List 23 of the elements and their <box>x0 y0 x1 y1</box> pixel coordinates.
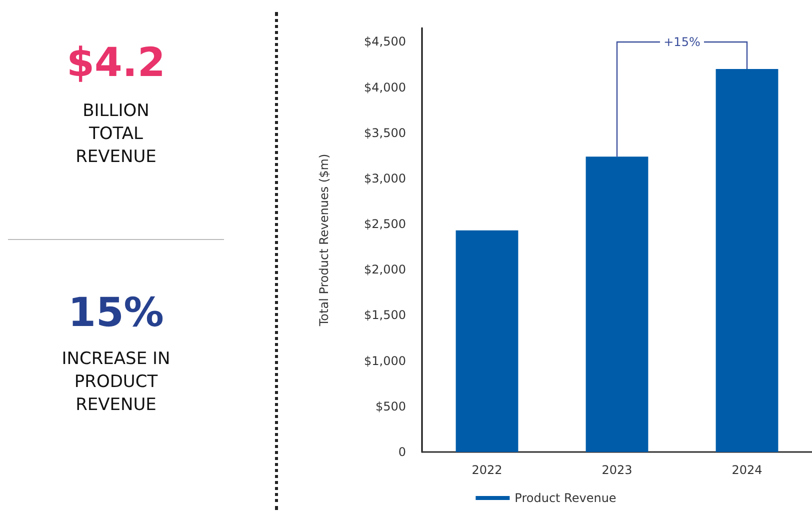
y-tick-label: 0 <box>398 445 406 459</box>
y-tick-label: $3,000 <box>364 171 406 186</box>
y-tick-label: $500 <box>375 399 406 414</box>
x-tick-label: 2022 <box>472 463 502 477</box>
y-tick-label: $1,000 <box>364 354 406 368</box>
text: 15% <box>67 290 165 336</box>
y-tick-label: $2,500 <box>364 217 406 232</box>
y-axis-title: Total Product Revenues ($m) <box>317 154 331 328</box>
y-tick-label: $2,000 <box>364 262 406 277</box>
bar <box>586 156 648 452</box>
text: INCREASE IN PRODUCT REVENUE <box>61 348 171 417</box>
y-tick-label: $4,000 <box>364 80 406 94</box>
x-tick-label: 2024 <box>732 463 762 477</box>
y-tick-label: $4,500 <box>364 34 406 49</box>
text: $4.2 <box>66 40 166 86</box>
legend-label: Product Revenue <box>514 491 616 505</box>
annotation: +15% <box>664 35 700 49</box>
bar <box>716 69 778 452</box>
text: BILLION TOTAL REVENUE <box>74 100 158 169</box>
bar <box>456 230 518 452</box>
x-tick-label: 2023 <box>602 463 632 477</box>
y-tick-label: $3,500 <box>364 126 406 140</box>
y-tick-label: $1,500 <box>364 308 406 322</box>
